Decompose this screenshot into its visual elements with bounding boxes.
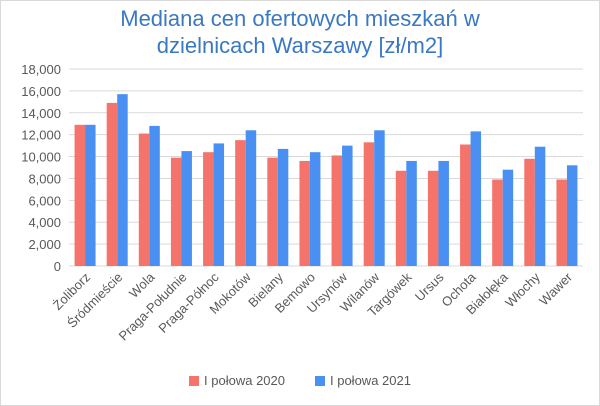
bar-2020 bbox=[363, 142, 375, 266]
legend-label-2021: I połowa 2021 bbox=[330, 373, 411, 388]
chart-title-line-1: Mediana cen ofertowych mieszkań w bbox=[120, 6, 480, 31]
chart-title: Mediana cen ofertowych mieszkań w dzieln… bbox=[1, 5, 599, 59]
legend-swatch-2020 bbox=[189, 375, 200, 386]
bar-2021 bbox=[534, 146, 546, 266]
bar-2021 bbox=[149, 125, 160, 267]
bar-2020 bbox=[170, 157, 182, 266]
y-tick-label: 4,000 bbox=[28, 215, 61, 230]
y-tick-label: 8,000 bbox=[28, 171, 61, 186]
x-tick-label: Włochy bbox=[502, 269, 543, 310]
bar-2021 bbox=[406, 160, 417, 266]
bar-2021 bbox=[566, 165, 578, 266]
bar-2021 bbox=[277, 148, 289, 266]
bar-2020 bbox=[427, 170, 439, 266]
bar-2020 bbox=[524, 158, 535, 266]
bar-2020 bbox=[460, 144, 471, 266]
bar-2020 bbox=[106, 102, 118, 266]
y-tick-label: 0 bbox=[54, 259, 61, 274]
legend-label-2020: I połowa 2020 bbox=[204, 373, 285, 388]
y-tick-label: 18,000 bbox=[21, 62, 61, 77]
bar-2021 bbox=[245, 130, 257, 266]
legend-item-2021: I połowa 2021 bbox=[315, 373, 411, 388]
bar-2021 bbox=[117, 94, 128, 266]
bar-2021 bbox=[374, 130, 385, 266]
bar-2021 bbox=[470, 131, 482, 266]
chart-title-line-2: dzielnicach Warszawy [zł/m2] bbox=[156, 33, 444, 58]
legend-item-2020: I połowa 2020 bbox=[189, 373, 285, 388]
bar-2021 bbox=[213, 143, 225, 266]
bar-2020 bbox=[235, 140, 246, 266]
bar-2020 bbox=[331, 155, 343, 266]
y-tick-label: 16,000 bbox=[21, 84, 61, 99]
y-tick-label: 10,000 bbox=[21, 150, 61, 165]
bar-2020 bbox=[267, 157, 278, 266]
bar-2020 bbox=[138, 133, 150, 266]
bar-2021 bbox=[502, 169, 514, 266]
y-tick-label: 6,000 bbox=[28, 193, 61, 208]
bar-2021 bbox=[85, 124, 96, 266]
bar-2021 bbox=[438, 160, 449, 266]
bar-2020 bbox=[492, 179, 503, 266]
bar-2020 bbox=[74, 124, 86, 266]
y-tick-label: 2,000 bbox=[28, 237, 61, 252]
y-tick-label: 14,000 bbox=[21, 106, 61, 121]
bar-2021 bbox=[342, 145, 353, 266]
bar-2020 bbox=[556, 179, 567, 266]
bar-chart: 0 2,000 4,000 6,000 8,000 10,000 12,000 14,000 1… bbox=[21, 62, 583, 343]
bar-2020 bbox=[395, 170, 407, 266]
bar-2020 bbox=[299, 160, 310, 266]
y-tick-label: 12,000 bbox=[21, 128, 61, 143]
legend-swatch-2021 bbox=[315, 375, 325, 386]
legend: I połowa 2020 I połowa 2021 bbox=[1, 373, 599, 388]
bar-2020 bbox=[203, 152, 214, 266]
x-tick-label: Wawer bbox=[536, 269, 575, 308]
bar-2021 bbox=[309, 152, 321, 266]
bar-2021 bbox=[181, 151, 192, 266]
